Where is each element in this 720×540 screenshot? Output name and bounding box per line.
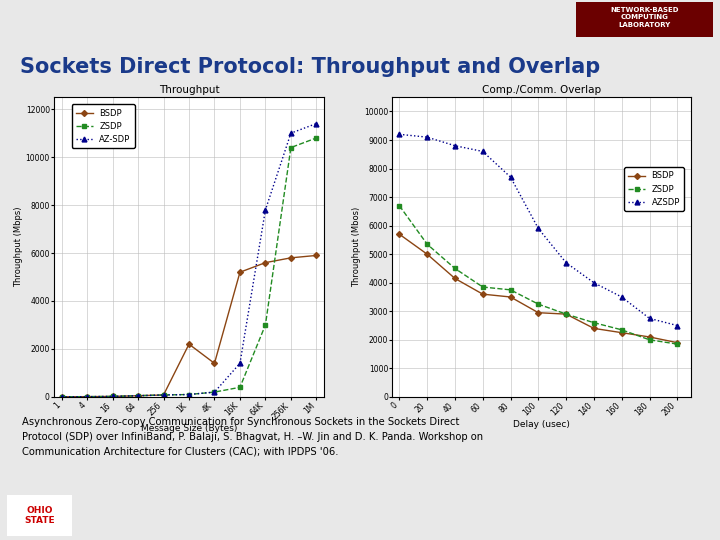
- Title: Comp./Comm. Overlap: Comp./Comm. Overlap: [482, 85, 601, 95]
- FancyBboxPatch shape: [7, 495, 72, 536]
- X-axis label: Message Size (Bytes): Message Size (Bytes): [141, 424, 237, 433]
- FancyBboxPatch shape: [576, 2, 713, 37]
- Legend: BSDP, ZSDP, AZ-SDP: BSDP, ZSDP, AZ-SDP: [72, 104, 135, 148]
- Y-axis label: Throughput (Mbps): Throughput (Mbps): [14, 207, 23, 287]
- Legend: BSDP, ZSDP, AZSDP: BSDP, ZSDP, AZSDP: [624, 167, 684, 211]
- Text: Asynchronous Zero-copy Communication for Synchronous Sockets in the Sockets Dire: Asynchronous Zero-copy Communication for…: [22, 417, 482, 456]
- Title: Throughput: Throughput: [158, 85, 220, 95]
- Text: Sockets Direct Protocol: Throughput and Overlap: Sockets Direct Protocol: Throughput and …: [20, 57, 600, 77]
- Text: OHIO
STATE: OHIO STATE: [24, 506, 55, 525]
- X-axis label: Delay (usec): Delay (usec): [513, 421, 570, 429]
- Y-axis label: Throughput (Mbos): Throughput (Mbos): [352, 207, 361, 287]
- Text: NETWORK-BASED
COMPUTING
LABORATORY: NETWORK-BASED COMPUTING LABORATORY: [610, 7, 679, 28]
